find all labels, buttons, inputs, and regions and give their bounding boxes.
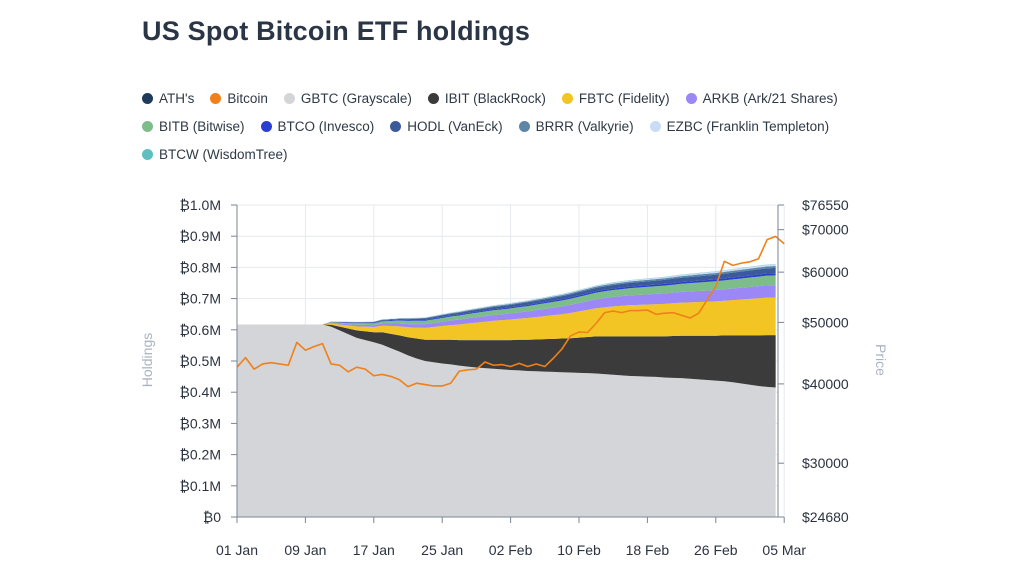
axis-labels: ₿0 ₿0.1M ₿0.2M ₿0.3M ₿0.4M ₿0.5M ₿0.6M ₿0.7M ₿0.… bbox=[180, 197, 849, 558]
x-tick-label: 05 Mar bbox=[762, 542, 806, 558]
y-right-tick-label: $70000 bbox=[802, 222, 849, 238]
area-brrr bbox=[237, 265, 776, 325]
price-line-group bbox=[236, 235, 785, 388]
y-right-tick-label: $40000 bbox=[802, 376, 849, 392]
x-tick-label: 17 Jan bbox=[353, 542, 395, 558]
legend-row: BTCW (WisdomTree) bbox=[142, 140, 902, 168]
y-tick-label: ₿0.3M bbox=[180, 415, 222, 431]
legend-label: BTCO (Invesco) bbox=[277, 118, 375, 134]
legend-item[interactable]: ARKB (Ark/21 Shares) bbox=[685, 90, 838, 106]
area-btco bbox=[237, 273, 776, 325]
legend-swatch bbox=[260, 120, 272, 132]
area-hodl bbox=[237, 267, 776, 325]
x-tick-label: 25 Jan bbox=[421, 542, 463, 558]
x-tick-label: 02 Feb bbox=[489, 542, 533, 558]
x-tick-label: 10 Feb bbox=[557, 542, 601, 558]
legend-row: BITB (Bitwise) BTCO (Invesco) HODL (VanEck… bbox=[142, 112, 902, 140]
axes bbox=[236, 205, 779, 518]
area-ibit bbox=[237, 324, 776, 388]
legend-label: ARKB (Ark/21 Shares) bbox=[702, 90, 838, 106]
legend-swatch bbox=[390, 120, 402, 132]
y-tick-label: ₿0.1M bbox=[180, 478, 222, 494]
legend-swatch bbox=[283, 92, 295, 104]
y-right-tick-label: $60000 bbox=[802, 264, 849, 280]
x-tick-label: 18 Feb bbox=[626, 542, 670, 558]
area-gbtc bbox=[237, 324, 776, 517]
legend-swatch bbox=[685, 92, 697, 104]
legend-item[interactable]: HODL (VanEck) bbox=[390, 118, 503, 134]
legend-label: Bitcoin bbox=[227, 90, 268, 106]
legend-item[interactable]: FBTC (Fidelity) bbox=[561, 90, 670, 106]
legend-label: GBTC (Grayscale) bbox=[300, 90, 412, 106]
legend-label: EZBC (Franklin Templeton) bbox=[666, 118, 830, 134]
area-ezbc bbox=[237, 264, 776, 325]
y-tick-label: ₿0.6M bbox=[180, 322, 222, 338]
legend-label: HODL (VanEck) bbox=[407, 118, 503, 134]
legend-swatch bbox=[142, 148, 153, 160]
legend-item[interactable]: BTCO (Invesco) bbox=[260, 118, 375, 134]
y-tick-label: ₿0.2M bbox=[180, 447, 222, 463]
legend-label: BITB (Bitwise) bbox=[159, 118, 245, 134]
y-tick-label: ₿0.5M bbox=[180, 353, 222, 369]
legend-item[interactable]: ATH's bbox=[142, 91, 194, 106]
y-axis-title-left: Holdings bbox=[139, 333, 155, 387]
legend-item[interactable]: IBIT (BlackRock) bbox=[427, 90, 546, 106]
x-tick-label: 26 Feb bbox=[694, 542, 738, 558]
stacked-areas bbox=[237, 263, 776, 517]
y-right-tick-label: $24680 bbox=[802, 509, 849, 525]
legend-swatch bbox=[561, 92, 573, 104]
legend-swatch bbox=[518, 120, 530, 132]
legend-label: BTCW (WisdomTree) bbox=[159, 146, 288, 162]
legend-item[interactable]: Bitcoin bbox=[210, 91, 268, 106]
y-right-tick-label: $76550 bbox=[802, 197, 849, 213]
legend-item[interactable]: BRRR (Valkyrie) bbox=[518, 118, 634, 134]
y-tick-label: ₿0.8M bbox=[180, 259, 222, 275]
legend-item[interactable]: BITB (Bitwise) bbox=[142, 119, 245, 134]
legend-label: FBTC (Fidelity) bbox=[578, 90, 670, 106]
legend-label: IBIT (BlackRock) bbox=[444, 90, 546, 106]
y-tick-label: ₿0.7M bbox=[180, 291, 222, 307]
legend-item[interactable]: EZBC (Franklin Templeton) bbox=[649, 118, 830, 134]
legend-swatch bbox=[649, 120, 661, 132]
legend-swatch bbox=[142, 92, 153, 104]
legend-swatch bbox=[427, 92, 439, 104]
legend-swatch bbox=[142, 120, 153, 132]
legend-label: BRRR (Valkyrie) bbox=[535, 118, 634, 134]
x-tick-label: 01 Jan bbox=[216, 542, 258, 558]
area-bitb bbox=[237, 275, 776, 326]
bitcoin-price-line bbox=[236, 235, 785, 388]
y-tick-label: ₿0 bbox=[203, 509, 221, 525]
y-right-tick-label: $30000 bbox=[802, 455, 849, 471]
y-axis-title-right: Price bbox=[873, 344, 889, 376]
y-tick-label: ₿1.0M bbox=[180, 197, 222, 213]
area-btcw bbox=[237, 263, 776, 325]
legend-item[interactable]: GBTC (Grayscale) bbox=[283, 90, 412, 106]
legend-swatch bbox=[210, 92, 222, 104]
x-tick-label: 09 Jan bbox=[284, 542, 326, 558]
area-arkb bbox=[237, 285, 776, 328]
chart-title: US Spot Bitcoin ETF holdings bbox=[142, 16, 531, 46]
chart-legend: ATH's Bitcoin GBTC (Grayscale) IBIT (BlackR… bbox=[142, 84, 902, 168]
legend-row: ATH's Bitcoin GBTC (Grayscale) IBIT (BlackR… bbox=[142, 84, 902, 112]
y-tick-label: ₿0.9M bbox=[180, 228, 222, 244]
y-right-tick-label: $50000 bbox=[802, 314, 849, 330]
legend-label: ATH's bbox=[159, 90, 195, 106]
legend-item[interactable]: BTCW (WisdomTree) bbox=[142, 147, 288, 162]
area-fbtc bbox=[237, 297, 776, 341]
y-tick-label: ₿0.4M bbox=[180, 384, 222, 400]
